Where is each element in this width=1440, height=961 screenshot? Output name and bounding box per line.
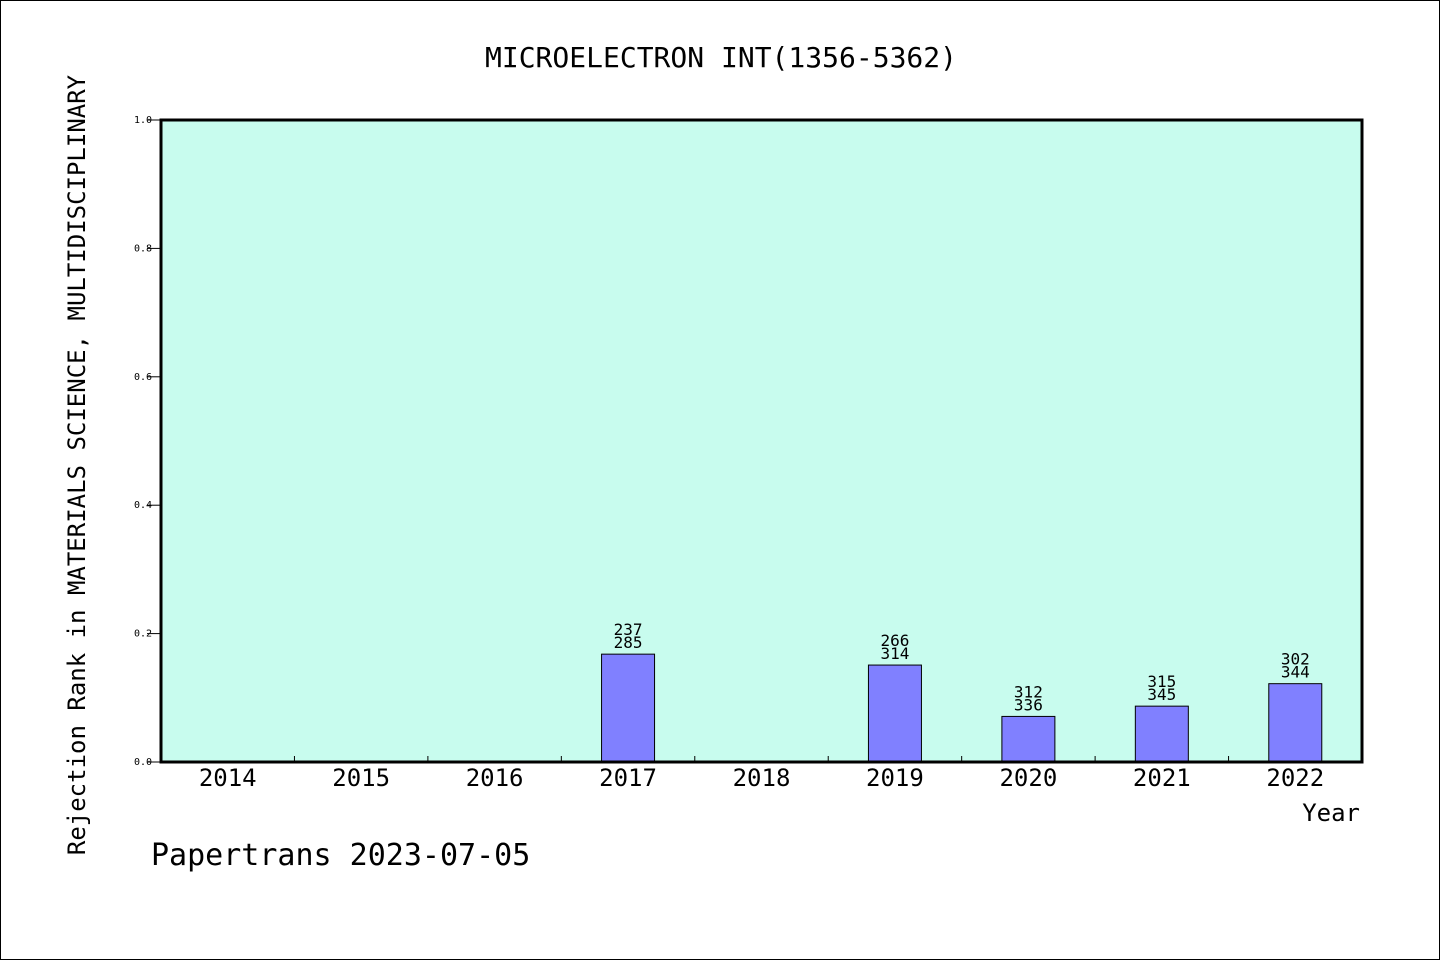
x-tick-label: 2014	[199, 764, 257, 792]
bar-2017	[601, 653, 656, 763]
x-tick-label: 2018	[733, 764, 791, 792]
y-tick-label: 0.6	[134, 372, 152, 383]
data-label-total: 314	[880, 644, 909, 663]
plot-frame	[159, 118, 1364, 764]
x-tick-label: 2017	[599, 764, 657, 792]
data-label-rank: 237	[614, 620, 643, 639]
y-axis-label: Rejection Rank in MATERIALS SCIENCE, MUL…	[63, 74, 91, 855]
y-tick-label: 0.4	[134, 500, 152, 511]
bar-2019	[867, 664, 922, 763]
x-tick-label: 2022	[1266, 764, 1324, 792]
x-tick-label: 2019	[866, 764, 924, 792]
bar-2020	[1001, 715, 1056, 763]
y-tick-label: 1.0	[134, 115, 152, 126]
x-tick-label: 2015	[332, 764, 390, 792]
data-label-rank: 312	[1014, 682, 1043, 701]
data-label-rank: 266	[880, 631, 909, 650]
x-tick-label: 2021	[1133, 764, 1191, 792]
plot-area	[161, 120, 1362, 762]
x-tick-label: 2016	[466, 764, 524, 792]
y-tick-label: 0.2	[134, 629, 152, 640]
data-label-total: 345	[1147, 685, 1176, 704]
bar-2021	[1134, 705, 1189, 763]
y-tick-label: 0.0	[134, 757, 152, 768]
bar-2022	[1268, 683, 1323, 763]
footer-credit: Papertrans 2023-07-05	[151, 838, 530, 873]
data-label-rank: 302	[1281, 650, 1310, 669]
data-label-total: 285	[614, 633, 643, 652]
x-tick-label: 2020	[999, 764, 1057, 792]
y-tick-label: 0.8	[134, 243, 152, 254]
data-label-total: 336	[1014, 695, 1043, 714]
chart-title: MICROELECTRON INT(1356-5362)	[485, 41, 957, 74]
data-label-rank: 315	[1147, 672, 1176, 691]
x-axis-label: Year	[1302, 799, 1360, 827]
data-label-total: 344	[1281, 663, 1310, 682]
